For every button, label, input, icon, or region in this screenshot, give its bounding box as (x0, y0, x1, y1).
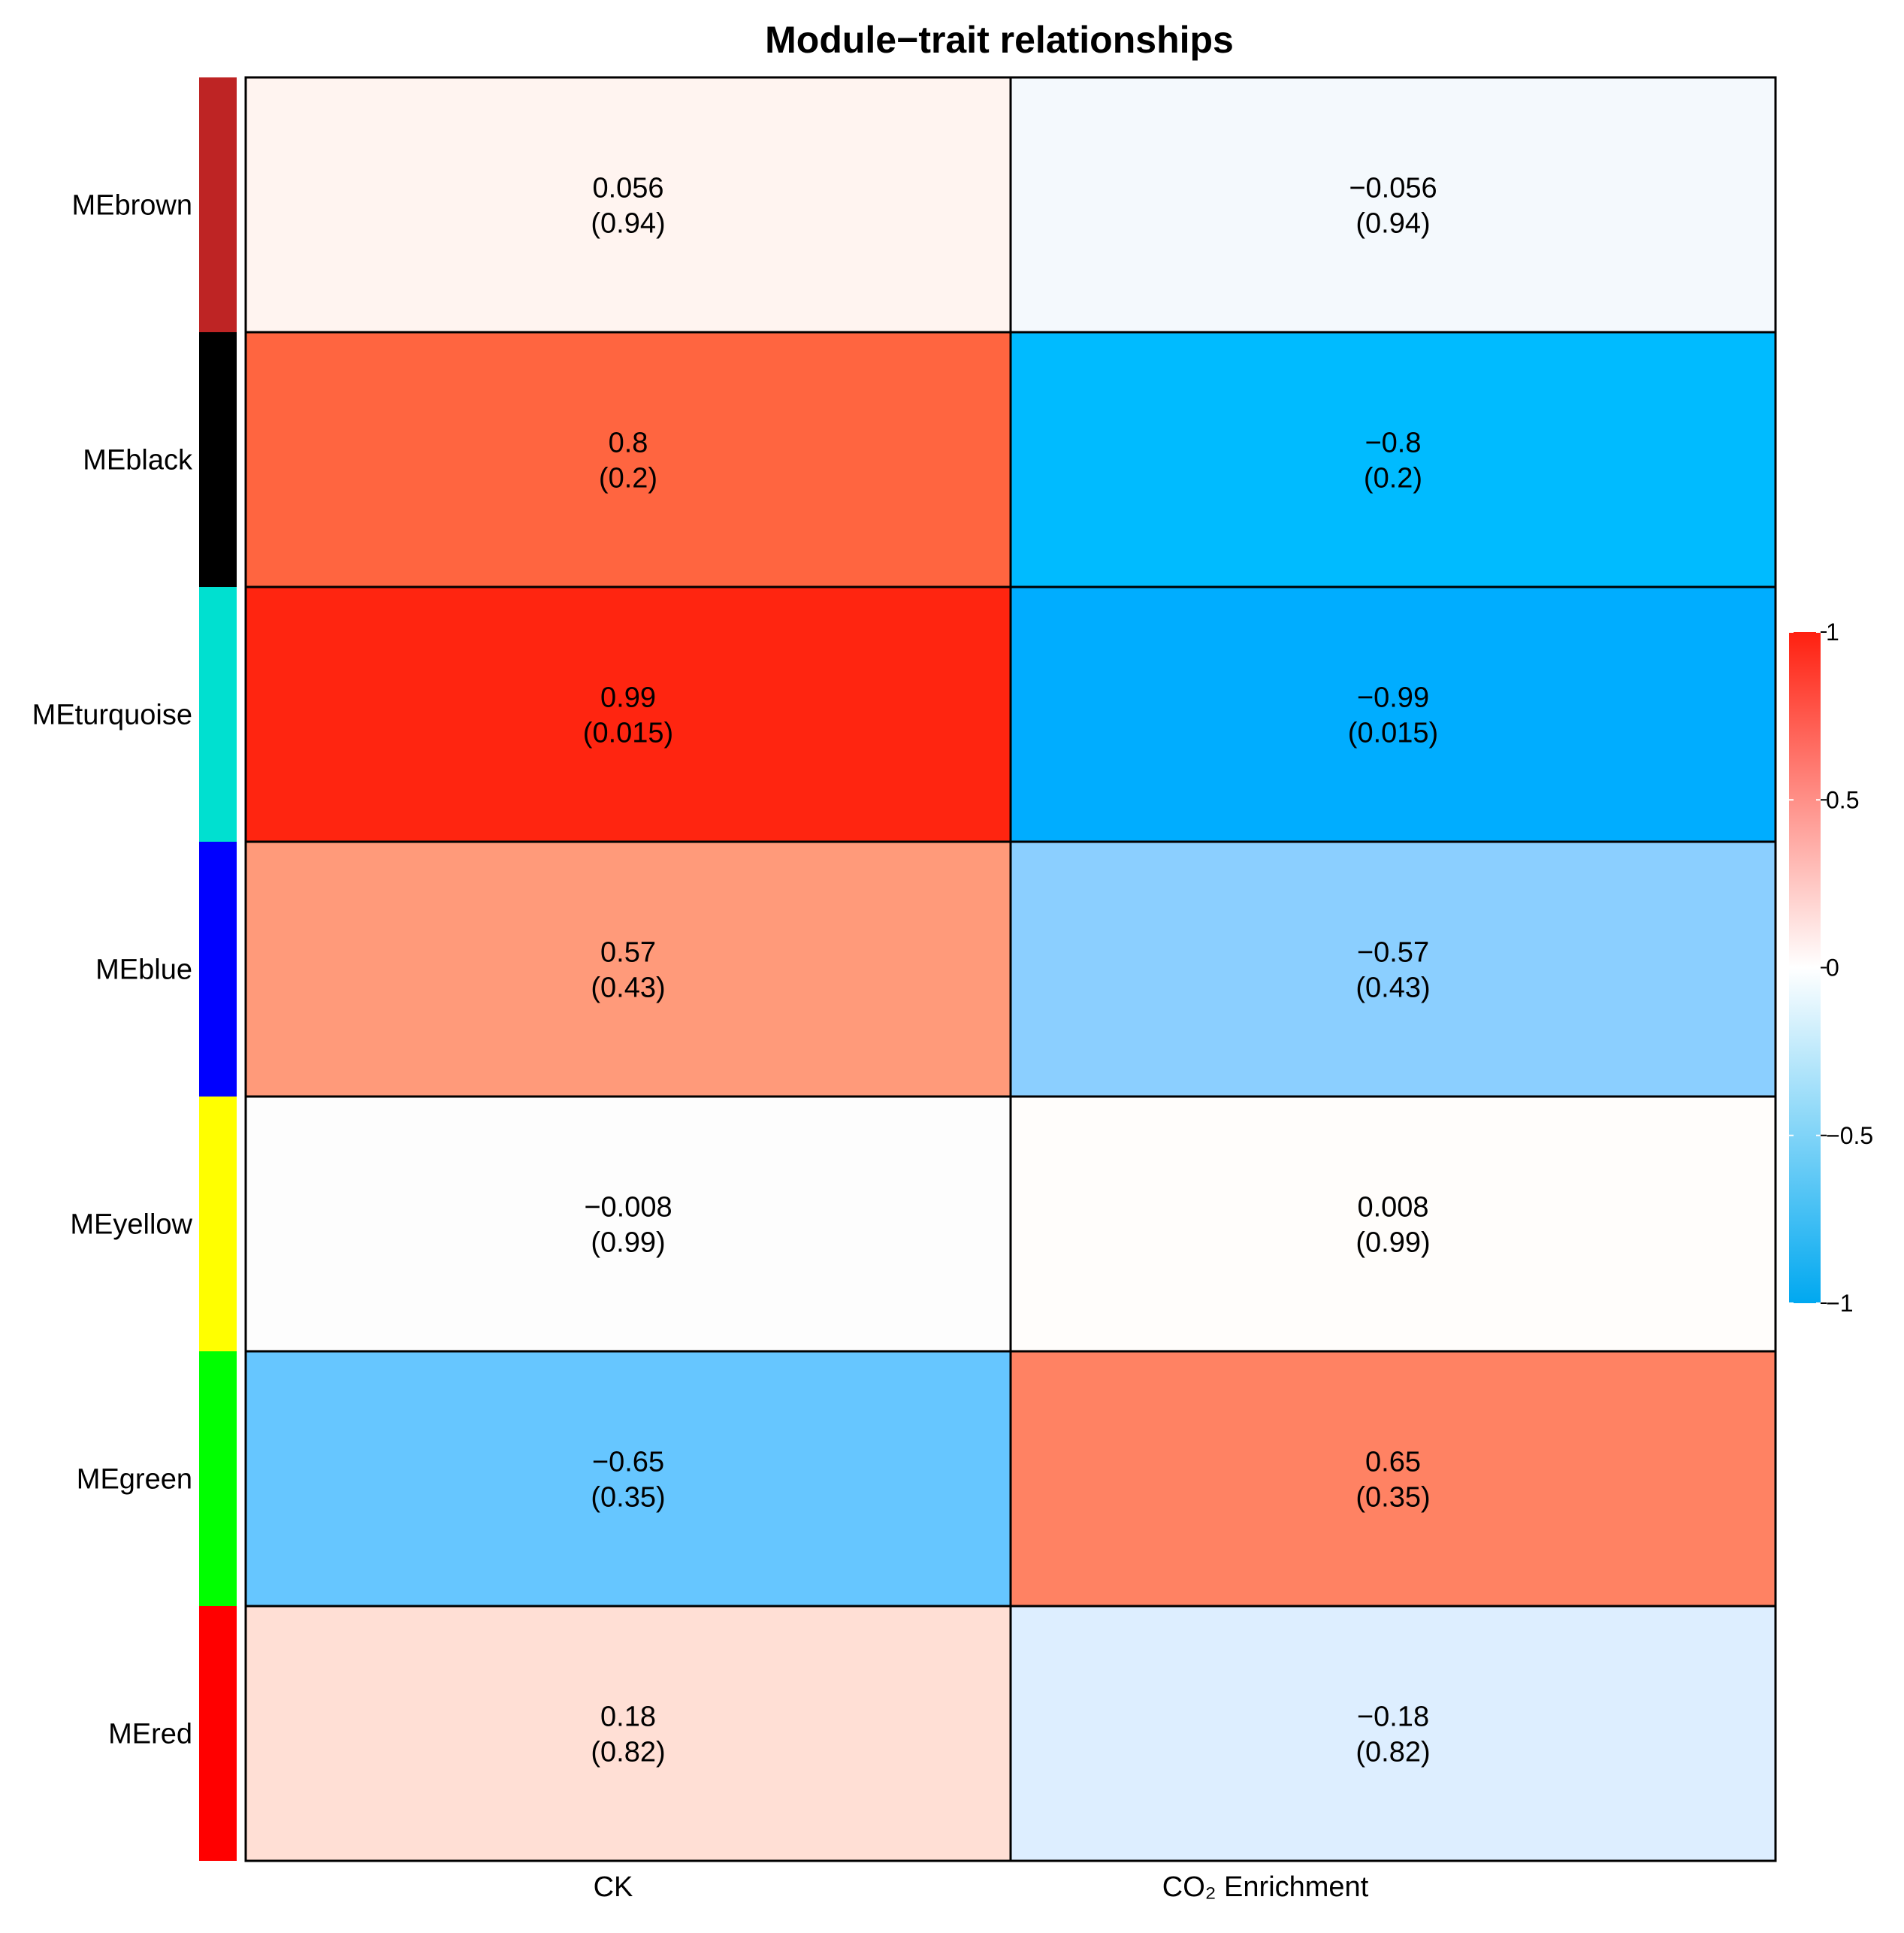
heatmap-cell (244, 331, 1012, 588)
row-labels: MEbrown MEblack MEturquoise MEblue MEyellow M… (32, 190, 193, 1750)
cell-pvalue-label: (0.43) (591, 973, 665, 1004)
cell-pvalue-label: (0.2) (1364, 463, 1422, 495)
row-label: MEred (108, 1719, 192, 1750)
module-color-bar-MEbrown (199, 77, 237, 332)
heatmap-cell (1009, 331, 1777, 588)
module-color-bar-MEyellow (199, 1097, 237, 1351)
cell-correlation-label: 0.18 (600, 1702, 656, 1733)
cell-correlation-label: −0.056 (1349, 173, 1437, 204)
row-label: MEyellow (70, 1209, 192, 1241)
cell-pvalue-label: (0.35) (1355, 1482, 1430, 1514)
cell-correlation-label: 0.008 (1357, 1192, 1428, 1224)
cell-pvalue-label: (0.015) (1348, 718, 1438, 749)
module-color-bar-MEred (199, 1606, 237, 1861)
cell-correlation-label: 0.8 (609, 428, 648, 459)
module-color-bar-MEblue (199, 842, 237, 1097)
heatmap-cell (1009, 1095, 1777, 1353)
cell-correlation-label: 0.65 (1365, 1447, 1421, 1478)
cell-pvalue-label: (0.2) (599, 463, 657, 495)
cell-pvalue-label: (0.43) (1355, 973, 1430, 1004)
colorbar-tick-label: 0 (1826, 954, 1839, 982)
cell-pvalue-label: (0.99) (591, 1227, 665, 1259)
heatmap-cell (244, 1605, 1012, 1862)
cell-pvalue-label: (0.015) (583, 718, 673, 749)
chart-title: Module−trait relationships (765, 19, 1234, 61)
row-label: MEblue (95, 954, 192, 986)
row-label: MEturquoise (32, 700, 192, 731)
colorbar: 1 0.5 0 −0.5 −1 (1789, 619, 1873, 1317)
module-color-bars (199, 77, 237, 1861)
heatmap-cell (244, 76, 1012, 334)
cell-correlation-label: −0.65 (592, 1447, 664, 1478)
cell-correlation-label: 0.57 (600, 937, 656, 969)
heatmap-cell (244, 1095, 1012, 1353)
heatmap-cell (1009, 76, 1777, 334)
row-label: MEgreen (77, 1464, 192, 1496)
heatmap-cell (1009, 1350, 1777, 1608)
cell-pvalue-label: (0.94) (1355, 208, 1430, 240)
row-label: MEblack (83, 445, 193, 476)
heatmap-cell (244, 585, 1012, 843)
cell-pvalue-label: (0.82) (1355, 1737, 1430, 1768)
cell-correlation-label: −0.8 (1365, 428, 1421, 459)
cell-pvalue-label: (0.82) (591, 1737, 665, 1768)
cell-pvalue-label: (0.35) (591, 1482, 665, 1514)
heatmap-cell (244, 1350, 1012, 1608)
heatmap-cell (1009, 1605, 1777, 1862)
colorbar-tick-label: −1 (1826, 1290, 1853, 1317)
cell-pvalue-label: (0.99) (1355, 1227, 1430, 1259)
column-label: CK (594, 1871, 633, 1903)
cell-correlation-label: −0.57 (1357, 937, 1429, 969)
cell-correlation-label: −0.18 (1357, 1702, 1429, 1733)
cell-correlation-label: 0.99 (600, 682, 656, 714)
cell-pvalue-label: (0.94) (591, 208, 665, 240)
cell-correlation-label: −0.008 (584, 1192, 672, 1224)
row-label: MEbrown (72, 190, 193, 222)
colorbar-tick-label: 0.5 (1826, 786, 1859, 813)
colorbar-tick-label: −0.5 (1826, 1122, 1873, 1149)
heatmap-cell (1009, 840, 1777, 1098)
column-labels: CK CO₂ Enrichment (594, 1871, 1369, 1903)
module-color-bar-MEgreen (199, 1351, 237, 1606)
colorbar-gradient (1789, 632, 1821, 1303)
module-color-bar-MEblack (199, 332, 237, 587)
cell-correlation-label: 0.056 (592, 173, 663, 204)
heatmap-cells: 0.056 (0.94) −0.056 (0.94) 0.8 (0.2) −0.8 (0.2)… (244, 76, 1777, 1862)
cell-correlation-label: −0.99 (1357, 682, 1429, 714)
heatmap-cell (244, 840, 1012, 1098)
column-label: CO₂ Enrichment (1162, 1871, 1369, 1903)
colorbar-tick-label: 1 (1826, 619, 1839, 646)
heatmap-cell (1009, 585, 1777, 843)
module-color-bar-MEturquoise (199, 587, 237, 842)
